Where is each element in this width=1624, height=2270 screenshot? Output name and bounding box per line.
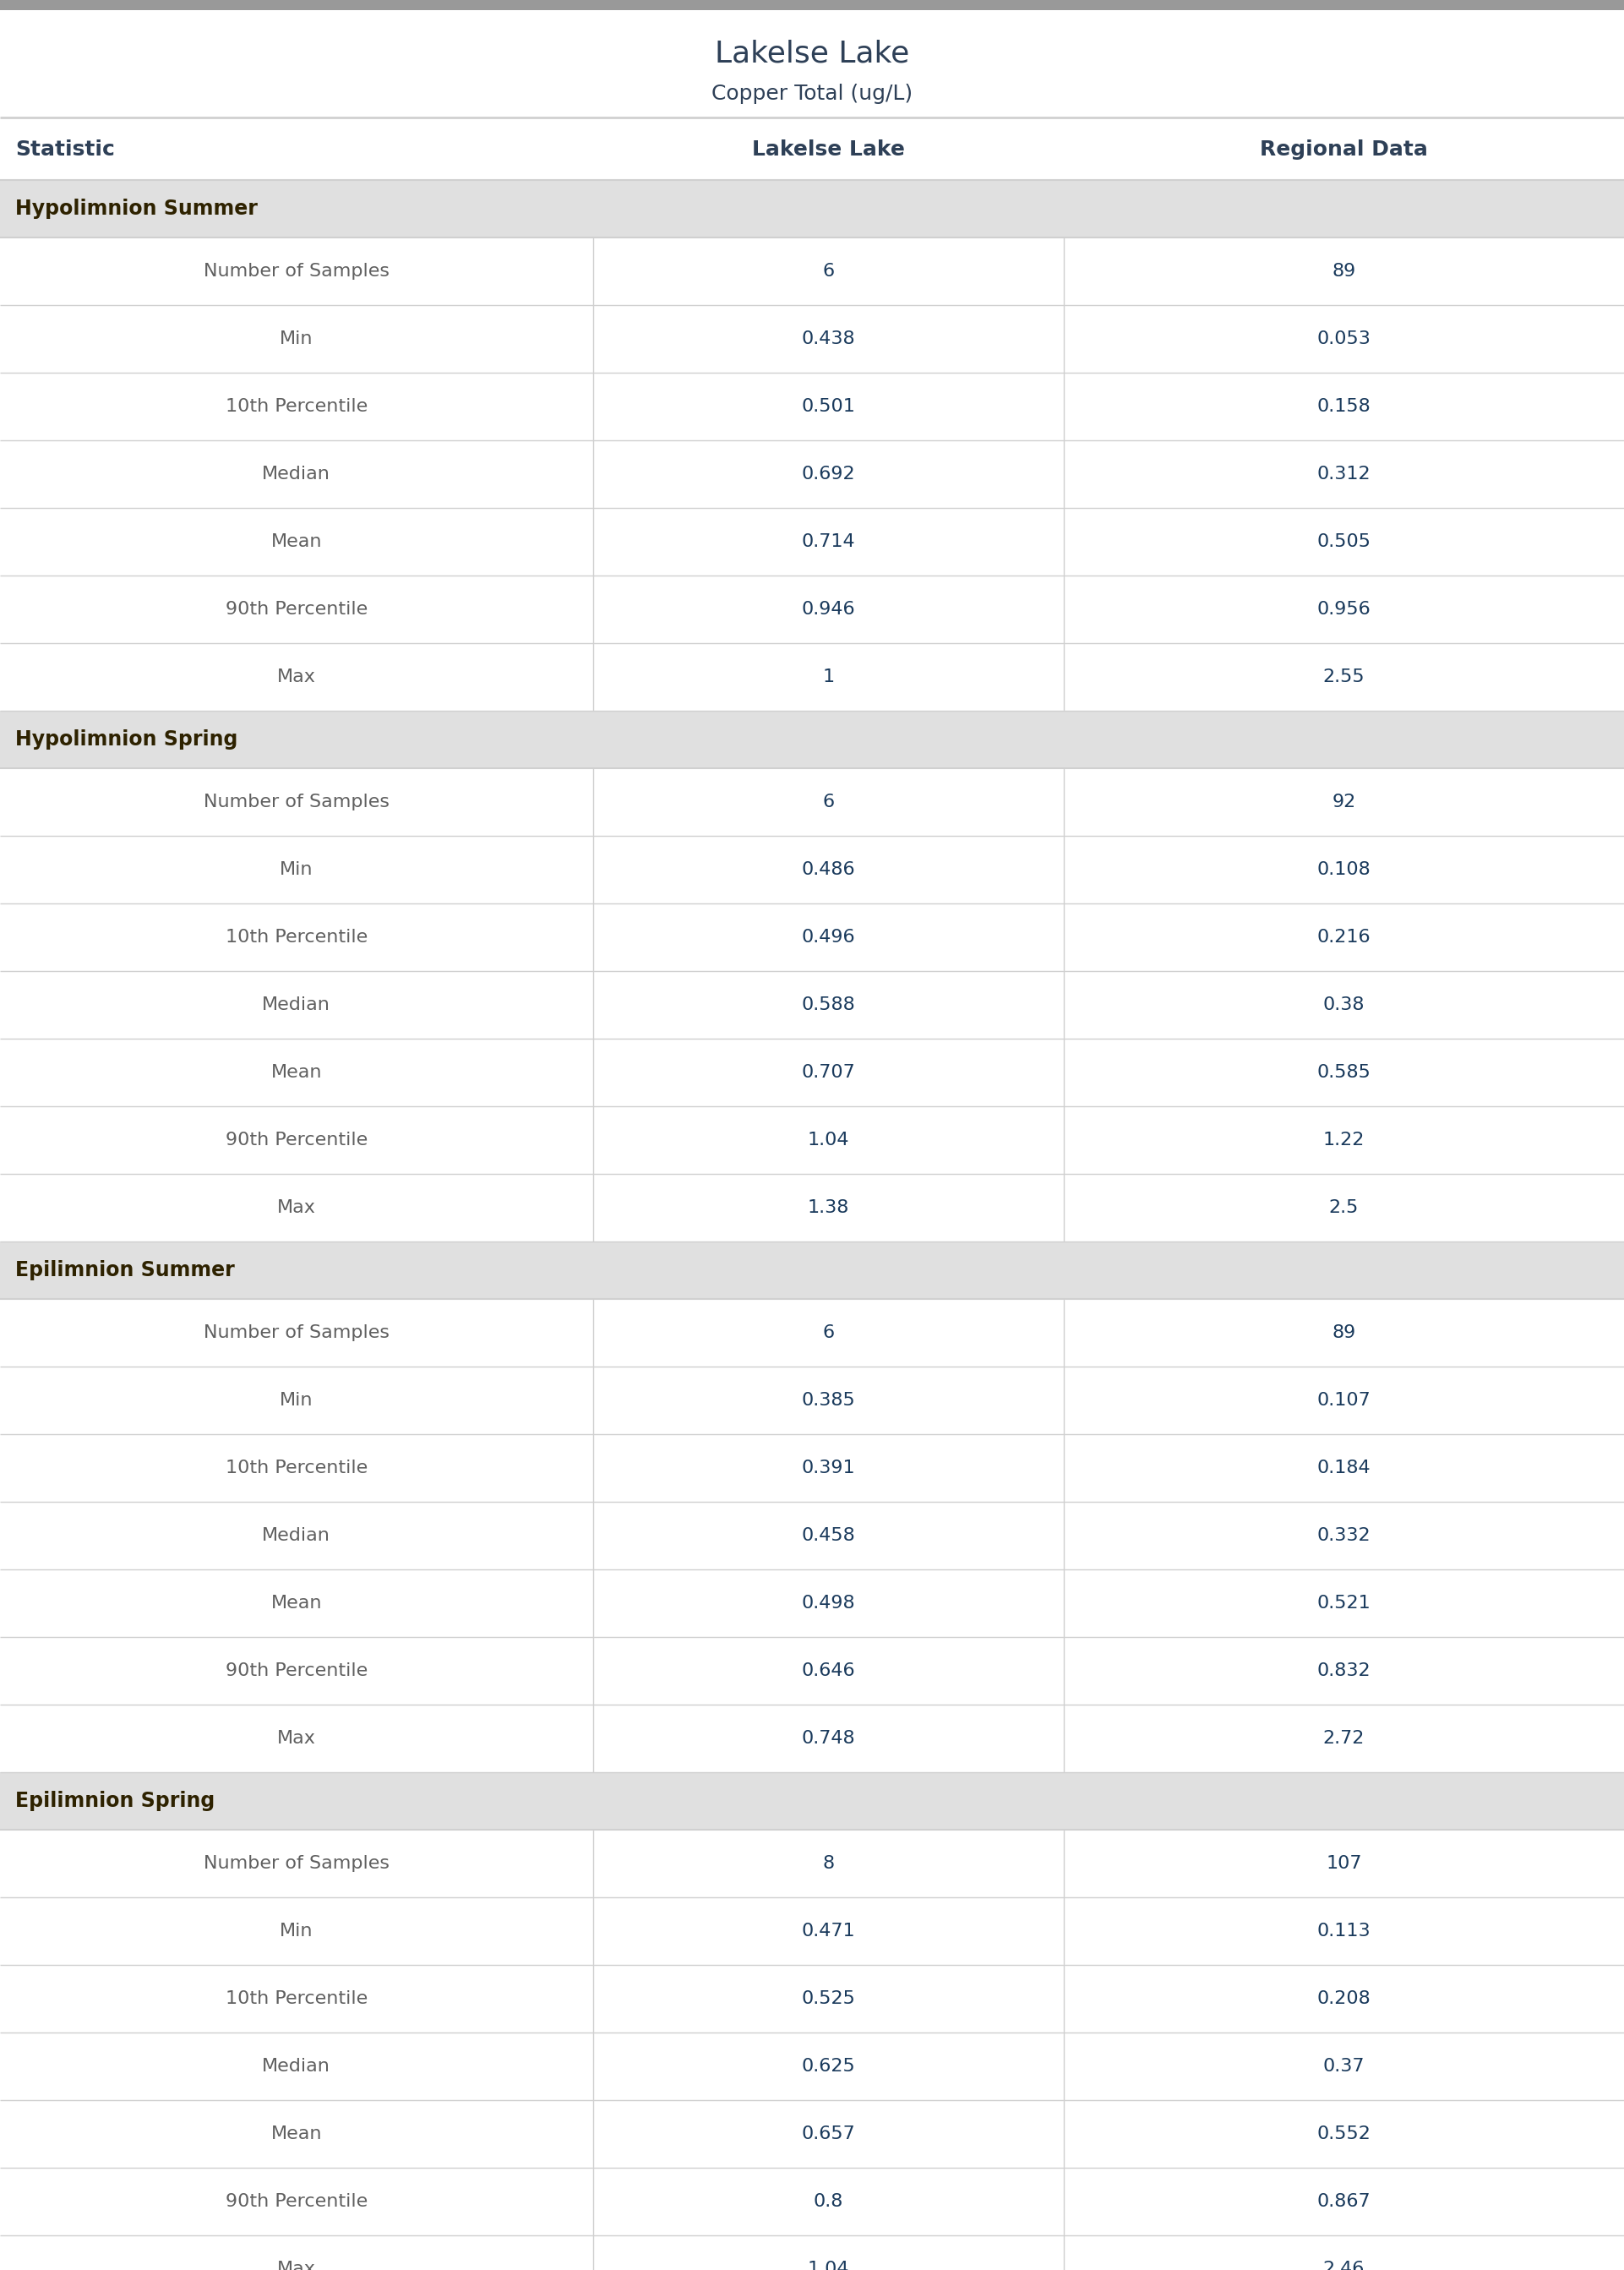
Text: 0.588: 0.588	[801, 997, 856, 1012]
Text: 0.107: 0.107	[1317, 1392, 1371, 1410]
Text: Median: Median	[261, 2059, 331, 2075]
Text: Max: Max	[278, 667, 315, 686]
Text: 90th Percentile: 90th Percentile	[226, 602, 367, 617]
Text: 0.438: 0.438	[801, 331, 856, 347]
Text: 89: 89	[1332, 263, 1356, 279]
Text: 0.458: 0.458	[801, 1528, 856, 1544]
Text: Number of Samples: Number of Samples	[203, 1855, 390, 1873]
Text: 0.657: 0.657	[801, 2125, 856, 2143]
Text: 0.501: 0.501	[801, 397, 856, 415]
Text: 2.72: 2.72	[1324, 1730, 1364, 1748]
Text: Statistic: Statistic	[15, 138, 115, 159]
Text: 10th Percentile: 10th Percentile	[226, 928, 367, 947]
Text: Number of Samples: Number of Samples	[203, 263, 390, 279]
Text: 0.471: 0.471	[801, 1923, 856, 1939]
Text: Mean: Mean	[271, 2125, 322, 2143]
Text: 0.505: 0.505	[1317, 533, 1371, 549]
Text: 0.956: 0.956	[1317, 602, 1371, 617]
Text: 2.46: 2.46	[1324, 2261, 1364, 2270]
Text: Max: Max	[278, 2261, 315, 2270]
Text: Median: Median	[261, 997, 331, 1012]
Text: Epilimnion Spring: Epilimnion Spring	[15, 1791, 214, 1811]
Text: 0.332: 0.332	[1317, 1528, 1371, 1544]
Bar	[0, 179, 1624, 238]
Text: 89: 89	[1332, 1323, 1356, 1342]
Text: 0.625: 0.625	[801, 2059, 856, 2075]
Text: Hypolimnion Spring: Hypolimnion Spring	[15, 729, 237, 749]
Bar	[0, 711, 1624, 767]
Text: Hypolimnion Summer: Hypolimnion Summer	[15, 197, 258, 218]
Text: Min: Min	[279, 1923, 313, 1939]
Text: 90th Percentile: 90th Percentile	[226, 1662, 367, 1680]
Text: 92: 92	[1332, 794, 1356, 810]
Text: 0.552: 0.552	[1317, 2125, 1371, 2143]
Text: Mean: Mean	[271, 533, 322, 549]
Text: 0.714: 0.714	[801, 533, 856, 549]
Text: Mean: Mean	[271, 1065, 322, 1081]
Text: 0.707: 0.707	[801, 1065, 856, 1081]
Text: Max: Max	[278, 1730, 315, 1748]
Text: Copper Total (ug/L): Copper Total (ug/L)	[711, 84, 913, 104]
Text: 10th Percentile: 10th Percentile	[226, 1460, 367, 1476]
Text: Max: Max	[278, 1199, 315, 1217]
Text: 107: 107	[1325, 1855, 1363, 1873]
Text: 1.22: 1.22	[1324, 1133, 1364, 1149]
Text: 10th Percentile: 10th Percentile	[226, 397, 367, 415]
Text: 0.525: 0.525	[801, 1991, 856, 2007]
Text: 6: 6	[822, 1323, 835, 1342]
Text: 0.385: 0.385	[801, 1392, 856, 1410]
Text: Median: Median	[261, 465, 331, 484]
Text: 6: 6	[822, 794, 835, 810]
Text: Regional Data: Regional Data	[1260, 138, 1427, 159]
Text: Median: Median	[261, 1528, 331, 1544]
Text: Min: Min	[279, 1392, 313, 1410]
Text: Lakelse Lake: Lakelse Lake	[752, 138, 905, 159]
Bar	[0, 1242, 1624, 1298]
Text: 1.38: 1.38	[807, 1199, 849, 1217]
Text: 0.216: 0.216	[1317, 928, 1371, 947]
Text: 0.108: 0.108	[1317, 860, 1371, 878]
Text: 0.521: 0.521	[1317, 1596, 1371, 1612]
Text: 0.486: 0.486	[801, 860, 856, 878]
Bar	[0, 0, 1624, 9]
Text: 0.646: 0.646	[801, 1662, 856, 1680]
Text: 0.158: 0.158	[1317, 397, 1371, 415]
Text: 2.5: 2.5	[1328, 1199, 1359, 1217]
Text: 0.832: 0.832	[1317, 1662, 1371, 1680]
Text: 0.867: 0.867	[1317, 2193, 1371, 2211]
Text: 8: 8	[822, 1855, 835, 1873]
Text: 0.37: 0.37	[1324, 2059, 1364, 2075]
Text: 1: 1	[822, 667, 835, 686]
Text: 0.391: 0.391	[801, 1460, 856, 1476]
Text: 0.498: 0.498	[801, 1596, 856, 1612]
Text: 0.946: 0.946	[801, 602, 856, 617]
Text: 2.55: 2.55	[1324, 667, 1364, 686]
Text: 0.748: 0.748	[801, 1730, 856, 1748]
Text: 0.38: 0.38	[1324, 997, 1364, 1012]
Text: Number of Samples: Number of Samples	[203, 1323, 390, 1342]
Text: 10th Percentile: 10th Percentile	[226, 1991, 367, 2007]
Text: Lakelse Lake: Lakelse Lake	[715, 39, 909, 68]
Text: 0.8: 0.8	[814, 2193, 843, 2211]
Text: Mean: Mean	[271, 1596, 322, 1612]
Text: Min: Min	[279, 860, 313, 878]
Text: 90th Percentile: 90th Percentile	[226, 2193, 367, 2211]
Text: 0.312: 0.312	[1317, 465, 1371, 484]
Text: Epilimnion Summer: Epilimnion Summer	[15, 1260, 235, 1280]
Text: 6: 6	[822, 263, 835, 279]
Bar	[0, 1773, 1624, 1830]
Text: 0.184: 0.184	[1317, 1460, 1371, 1476]
Text: 1.04: 1.04	[807, 1133, 849, 1149]
Text: 0.692: 0.692	[801, 465, 856, 484]
Text: Number of Samples: Number of Samples	[203, 794, 390, 810]
Text: 0.208: 0.208	[1317, 1991, 1371, 2007]
Text: Min: Min	[279, 331, 313, 347]
Text: 90th Percentile: 90th Percentile	[226, 1133, 367, 1149]
Text: 0.585: 0.585	[1317, 1065, 1371, 1081]
Text: 1.04: 1.04	[807, 2261, 849, 2270]
Text: 0.496: 0.496	[801, 928, 856, 947]
Text: 0.113: 0.113	[1317, 1923, 1371, 1939]
Text: 0.053: 0.053	[1317, 331, 1371, 347]
